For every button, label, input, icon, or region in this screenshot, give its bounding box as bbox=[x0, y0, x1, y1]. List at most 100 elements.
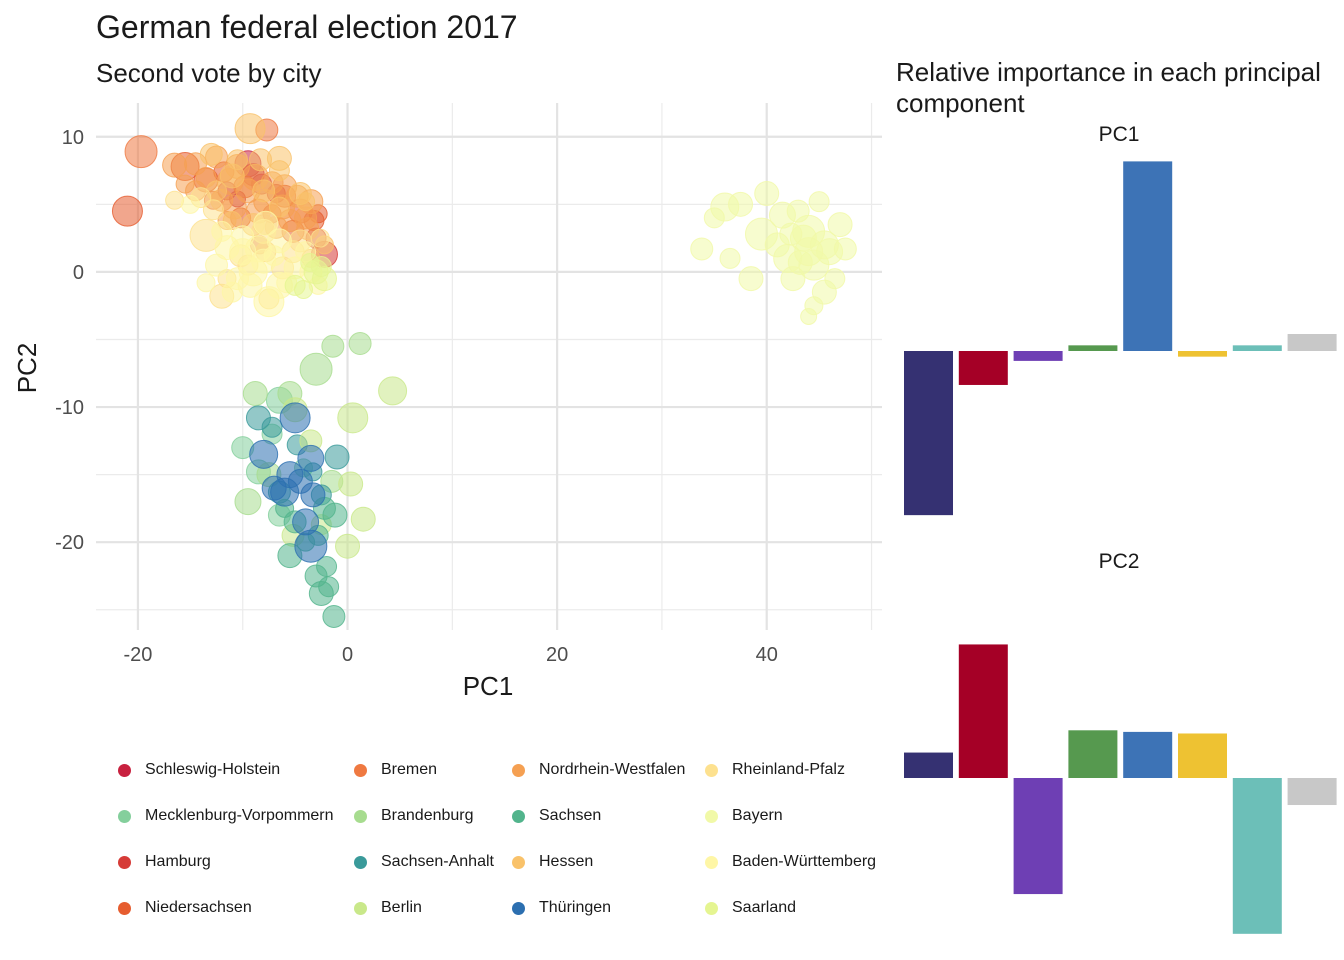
legend-label: Hessen bbox=[539, 853, 594, 870]
scatter-point bbox=[297, 444, 325, 472]
scatter-point bbox=[827, 212, 853, 238]
scatter-axes: -20 0 20 40 10 0 -10 -20 bbox=[55, 127, 778, 666]
pc1-bars bbox=[904, 161, 1337, 516]
scatter-point bbox=[719, 247, 741, 269]
scatter-point bbox=[279, 402, 311, 434]
legend-item: Brandenburg bbox=[346, 793, 474, 839]
chart-title: German federal election 2017 bbox=[96, 9, 518, 45]
scatter-point bbox=[196, 273, 216, 293]
legend-key-dot bbox=[705, 901, 718, 915]
legend-item: Thüringen bbox=[504, 885, 611, 931]
scatter-point bbox=[211, 220, 233, 242]
scatter-point bbox=[322, 502, 348, 528]
scatter-point bbox=[165, 190, 185, 210]
scatter-point bbox=[124, 135, 158, 169]
legend-key-dot bbox=[705, 855, 718, 869]
legend-label: Niedersachsen bbox=[145, 899, 252, 916]
bar-pc2-7 bbox=[1232, 778, 1282, 934]
legend-label: Mecklenburg-Vorpommern bbox=[145, 807, 334, 824]
scatter-point bbox=[335, 533, 361, 559]
scatter-point bbox=[310, 228, 330, 248]
scatter-point bbox=[338, 471, 364, 497]
scatter-point bbox=[205, 253, 229, 277]
importance-panel-title: Relative importance in each principal co… bbox=[896, 57, 1321, 118]
scatter-point bbox=[287, 468, 313, 494]
scatter-point bbox=[180, 194, 200, 214]
bar-pc2-5 bbox=[1123, 731, 1173, 778]
legend-key-dot bbox=[354, 763, 367, 777]
legend-key-dot bbox=[354, 809, 367, 823]
bar-pc1-3 bbox=[1013, 351, 1063, 361]
legend-label: Rheinland-Pfalz bbox=[732, 761, 845, 778]
legend-label: Baden-Württemberg bbox=[732, 853, 877, 870]
legend-item: Schleswig-Holstein bbox=[110, 747, 280, 793]
legend-label: Nordrhein-Westfalen bbox=[539, 761, 686, 778]
legend-key-dot bbox=[118, 855, 131, 869]
scatter-point bbox=[824, 268, 846, 290]
legend-key-dot bbox=[118, 901, 131, 915]
bar-pc2-1 bbox=[904, 752, 953, 778]
scatter-point bbox=[199, 142, 223, 166]
y-tick-label: 10 bbox=[62, 127, 84, 149]
bar-pc1-1 bbox=[904, 351, 953, 516]
scatter-point bbox=[754, 181, 780, 207]
scatter-point bbox=[252, 179, 276, 203]
legend-item: Bayern bbox=[697, 793, 783, 839]
chart-subtitle: Second vote by city bbox=[96, 58, 322, 88]
bar-pc1-5 bbox=[1123, 161, 1173, 351]
scatter-point bbox=[316, 555, 338, 577]
scatter-point bbox=[378, 376, 408, 406]
legend-key-dot bbox=[354, 901, 367, 915]
legend-label: Berlin bbox=[381, 899, 422, 916]
x-tick-label: 20 bbox=[546, 644, 568, 666]
legend-item: Baden-Württemberg bbox=[697, 839, 876, 885]
legend-label: Thüringen bbox=[539, 899, 612, 916]
x-tick-label: 0 bbox=[342, 644, 353, 666]
legend-label: Schleswig-Holstein bbox=[145, 761, 281, 778]
bar-pc1-4 bbox=[1068, 345, 1118, 351]
scatter-point bbox=[249, 148, 273, 172]
bar-pc1-7 bbox=[1232, 345, 1282, 351]
legend-key-dot bbox=[118, 763, 131, 777]
scatter-point bbox=[322, 604, 346, 628]
legend-item: Sachsen bbox=[504, 793, 601, 839]
bar-pc2-2 bbox=[958, 644, 1008, 778]
legend-label: Brandenburg bbox=[381, 807, 474, 824]
scatter-point bbox=[253, 210, 279, 236]
scatter-point bbox=[728, 191, 754, 217]
x-axis-title: PC1 bbox=[463, 671, 514, 701]
bar-pc2-4 bbox=[1068, 730, 1118, 778]
scatter-point bbox=[808, 191, 830, 213]
y-axis-title: PC2 bbox=[12, 343, 42, 394]
scatter-point bbox=[337, 402, 369, 434]
scatter-point bbox=[299, 352, 333, 386]
legend-item: Saarland bbox=[697, 885, 796, 931]
legend-key-dot bbox=[512, 763, 525, 777]
y-tick-label: 0 bbox=[73, 262, 84, 284]
scatter-point bbox=[253, 286, 285, 318]
scatter-point bbox=[779, 222, 803, 246]
legend-label: Sachsen-Anhalt bbox=[381, 853, 494, 870]
scatter-point bbox=[231, 225, 255, 249]
scatter-point bbox=[261, 416, 283, 438]
legend-key-dot bbox=[705, 763, 718, 777]
scatter-point bbox=[324, 444, 350, 470]
legend-item: Bremen bbox=[346, 747, 437, 793]
y-tick-label: -20 bbox=[55, 532, 84, 554]
scatter-point bbox=[175, 174, 195, 194]
legend-label: Saarland bbox=[732, 899, 797, 916]
scatter-point bbox=[162, 152, 188, 178]
scatter-point bbox=[268, 160, 290, 182]
scatter-point bbox=[300, 252, 320, 272]
legend-key-dot bbox=[118, 809, 131, 823]
scatter-point bbox=[703, 207, 725, 229]
legend-label: Hamburg bbox=[145, 853, 211, 870]
scatter-point bbox=[284, 274, 306, 296]
legend-item: Berlin bbox=[346, 885, 422, 931]
bar-pc1-8 bbox=[1287, 334, 1337, 351]
scatter-point bbox=[261, 475, 287, 501]
legend-label: Sachsen bbox=[539, 807, 602, 824]
scatter-point bbox=[690, 237, 714, 261]
scatter-point bbox=[350, 506, 376, 532]
